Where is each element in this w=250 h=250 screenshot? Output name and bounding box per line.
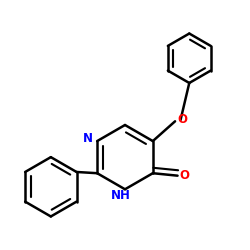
Text: N: N [83,132,93,145]
Text: O: O [180,169,190,182]
Text: O: O [177,113,187,126]
Text: NH: NH [111,189,131,202]
